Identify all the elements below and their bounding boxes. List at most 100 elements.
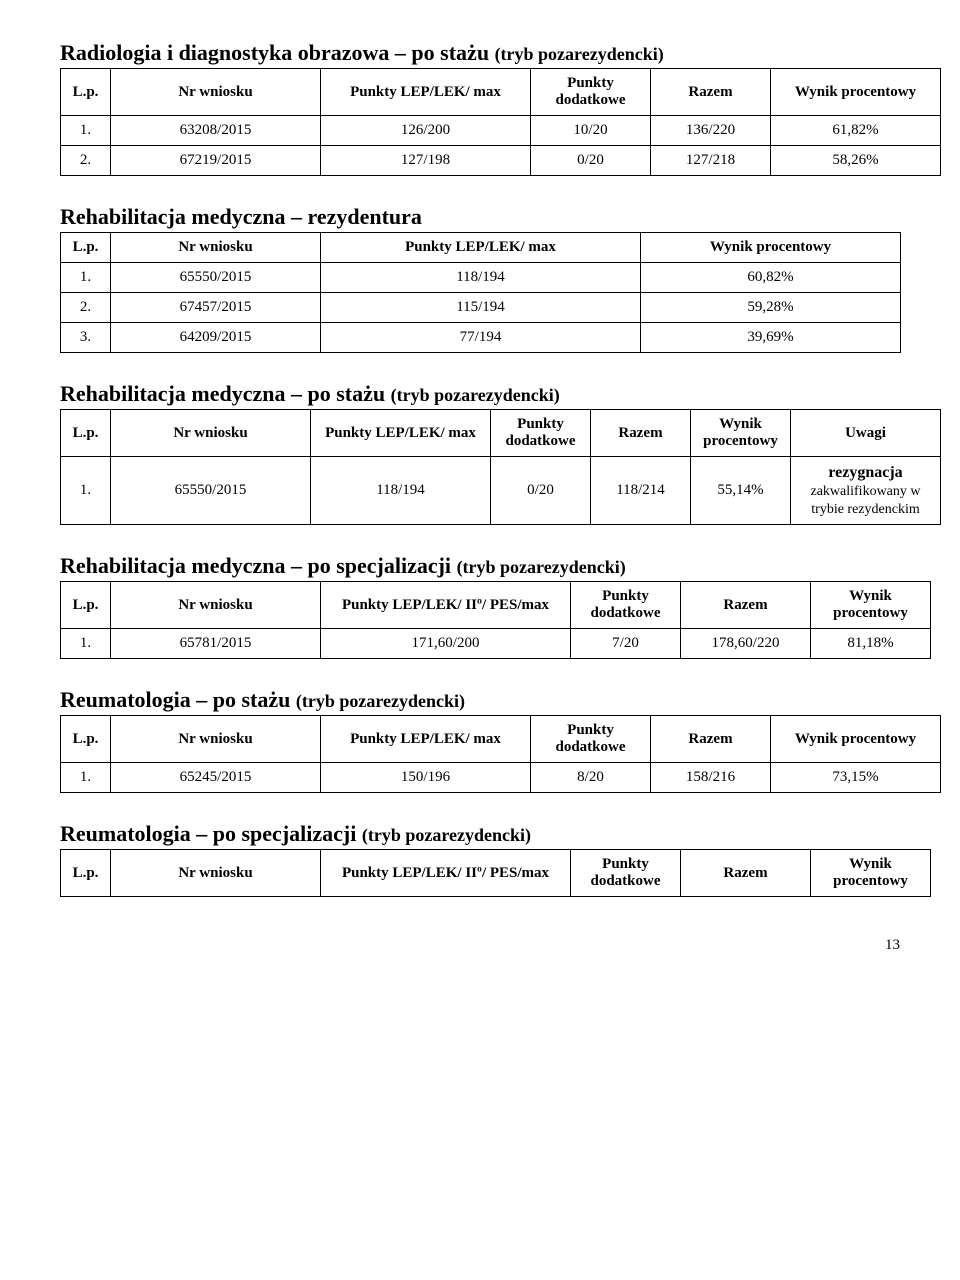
col-wp: Wynik procentowy xyxy=(771,69,941,116)
cell-plm: 115/194 xyxy=(321,293,641,323)
col-nrw: Nr wniosku xyxy=(111,850,321,897)
cell-plm: 150/196 xyxy=(321,763,531,793)
table-header-row: L.p. Nr wniosku Punkty LEP/LEK/ max Punk… xyxy=(61,69,941,116)
cell-wp: 73,15% xyxy=(771,763,941,793)
title-sub: (tryb pozarezydencki) xyxy=(296,691,465,711)
col-plm: Punkty LEP/LEK/ max xyxy=(321,233,641,263)
table-row: 2. 67457/2015 115/194 59,28% xyxy=(61,293,901,323)
cell-nrw: 65781/2015 xyxy=(111,629,321,659)
cell-lp: 1. xyxy=(61,763,111,793)
table-header-row: L.p. Nr wniosku Punkty LEP/LEK/ IIº/ PES… xyxy=(61,582,931,629)
uwagi-big: rezygnacja xyxy=(828,464,902,481)
cell-wp: 61,82% xyxy=(771,116,941,146)
cell-pd: 8/20 xyxy=(531,763,651,793)
col-lp: L.p. xyxy=(61,716,111,763)
title-main: Rehabilitacja medyczna – po stażu xyxy=(60,381,391,406)
table-row: 2. 67219/2015 127/198 0/20 127/218 58,26… xyxy=(61,146,941,176)
title-main: Radiologia i diagnostyka obrazowa – po s… xyxy=(60,40,495,65)
cell-razem: 118/214 xyxy=(591,457,691,525)
cell-razem: 136/220 xyxy=(651,116,771,146)
col-uwagi: Uwagi xyxy=(791,410,941,457)
title-sub: (tryb pozarezydencki) xyxy=(457,557,626,577)
cell-razem: 127/218 xyxy=(651,146,771,176)
cell-plm: 77/194 xyxy=(321,323,641,353)
title-main: Reumatologia – po specjalizacji xyxy=(60,821,362,846)
cell-nrw: 65550/2015 xyxy=(111,263,321,293)
cell-pd: 7/20 xyxy=(571,629,681,659)
cell-plm: 171,60/200 xyxy=(321,629,571,659)
col-nrw: Nr wniosku xyxy=(111,716,321,763)
title-main: Rehabilitacja medyczna – rezydentura xyxy=(60,204,422,229)
col-plm: Punkty LEP/LEK/ max xyxy=(311,410,491,457)
col-pd: Punkty dodatkowe xyxy=(571,582,681,629)
col-nrw: Nr wniosku xyxy=(111,233,321,263)
col-wp: Wynik procentowy xyxy=(811,850,931,897)
table-header-row: L.p. Nr wniosku Punkty LEP/LEK/ max Wyni… xyxy=(61,233,901,263)
cell-plm: 126/200 xyxy=(321,116,531,146)
col-plm-pes: Punkty LEP/LEK/ IIº/ PES/max xyxy=(321,850,571,897)
table-header-row: L.p. Nr wniosku Punkty LEP/LEK/ IIº/ PES… xyxy=(61,850,931,897)
section-title-rehab-po-stazu: Rehabilitacja medyczna – po stażu (tryb … xyxy=(60,381,900,407)
col-plm-pes: Punkty LEP/LEK/ IIº/ PES/max xyxy=(321,582,571,629)
table-reum-po-spec: L.p. Nr wniosku Punkty LEP/LEK/ IIº/ PES… xyxy=(60,849,931,897)
title-sub: (tryb pozarezydencki) xyxy=(362,825,531,845)
cell-lp: 2. xyxy=(61,293,111,323)
section-title-reum-po-spec: Reumatologia – po specjalizacji (tryb po… xyxy=(60,821,900,847)
table-row: 1. 65550/2015 118/194 60,82% xyxy=(61,263,901,293)
table-rehab-po-stazu: L.p. Nr wniosku Punkty LEP/LEK/ max Punk… xyxy=(60,409,941,525)
cell-nrw: 67219/2015 xyxy=(111,146,321,176)
cell-razem: 158/216 xyxy=(651,763,771,793)
col-pd: Punkty dodatkowe xyxy=(491,410,591,457)
cell-plm: 127/198 xyxy=(321,146,531,176)
cell-wp: 39,69% xyxy=(641,323,901,353)
col-nrw: Nr wniosku xyxy=(111,69,321,116)
cell-lp: 1. xyxy=(61,116,111,146)
table-row: 1. 63208/2015 126/200 10/20 136/220 61,8… xyxy=(61,116,941,146)
title-sub: (tryb pozarezydencki) xyxy=(495,44,664,64)
col-wp: Wynik procentowy xyxy=(691,410,791,457)
cell-uwagi: rezygnacja zakwalifikowany w trybie rezy… xyxy=(791,457,941,525)
col-plm: Punkty LEP/LEK/ max xyxy=(321,716,531,763)
col-lp: L.p. xyxy=(61,233,111,263)
cell-nrw: 63208/2015 xyxy=(111,116,321,146)
col-lp: L.p. xyxy=(61,410,111,457)
page-number: 13 xyxy=(60,937,900,954)
cell-nrw: 67457/2015 xyxy=(111,293,321,323)
cell-lp: 1. xyxy=(61,629,111,659)
cell-pd: 10/20 xyxy=(531,116,651,146)
col-razem: Razem xyxy=(591,410,691,457)
col-razem: Razem xyxy=(681,850,811,897)
cell-lp: 1. xyxy=(61,263,111,293)
table-row: 1. 65781/2015 171,60/200 7/20 178,60/220… xyxy=(61,629,931,659)
section-title-rehab-po-spec: Rehabilitacja medyczna – po specjalizacj… xyxy=(60,553,900,579)
cell-nrw: 65245/2015 xyxy=(111,763,321,793)
col-razem: Razem xyxy=(651,69,771,116)
cell-wp: 59,28% xyxy=(641,293,901,323)
cell-nrw: 65550/2015 xyxy=(111,457,311,525)
table-header-row: L.p. Nr wniosku Punkty LEP/LEK/ max Punk… xyxy=(61,410,941,457)
uwagi-small: zakwalifikowany w trybie rezydenckim xyxy=(810,484,920,517)
col-pd: Punkty dodatkowe xyxy=(531,69,651,116)
cell-wp: 81,18% xyxy=(811,629,931,659)
section-title-radiologia: Radiologia i diagnostyka obrazowa – po s… xyxy=(60,40,900,66)
title-main: Rehabilitacja medyczna – po specjalizacj… xyxy=(60,553,457,578)
col-razem: Razem xyxy=(681,582,811,629)
cell-pd: 0/20 xyxy=(491,457,591,525)
cell-wp: 60,82% xyxy=(641,263,901,293)
table-rehab-rezydentura: L.p. Nr wniosku Punkty LEP/LEK/ max Wyni… xyxy=(60,232,901,353)
table-row: 1. 65245/2015 150/196 8/20 158/216 73,15… xyxy=(61,763,941,793)
cell-razem: 178,60/220 xyxy=(681,629,811,659)
section-title-reum-po-stazu: Reumatologia – po stażu (tryb pozarezyde… xyxy=(60,687,900,713)
cell-lp: 1. xyxy=(61,457,111,525)
cell-nrw: 64209/2015 xyxy=(111,323,321,353)
col-lp: L.p. xyxy=(61,69,111,116)
col-pd: Punkty dodatkowe xyxy=(531,716,651,763)
col-nrw: Nr wniosku xyxy=(111,582,321,629)
col-wp: Wynik procentowy xyxy=(771,716,941,763)
cell-wp: 55,14% xyxy=(691,457,791,525)
cell-plm: 118/194 xyxy=(321,263,641,293)
col-nrw: Nr wniosku xyxy=(111,410,311,457)
col-lp: L.p. xyxy=(61,582,111,629)
cell-lp: 2. xyxy=(61,146,111,176)
table-reum-po-stazu: L.p. Nr wniosku Punkty LEP/LEK/ max Punk… xyxy=(60,715,941,793)
